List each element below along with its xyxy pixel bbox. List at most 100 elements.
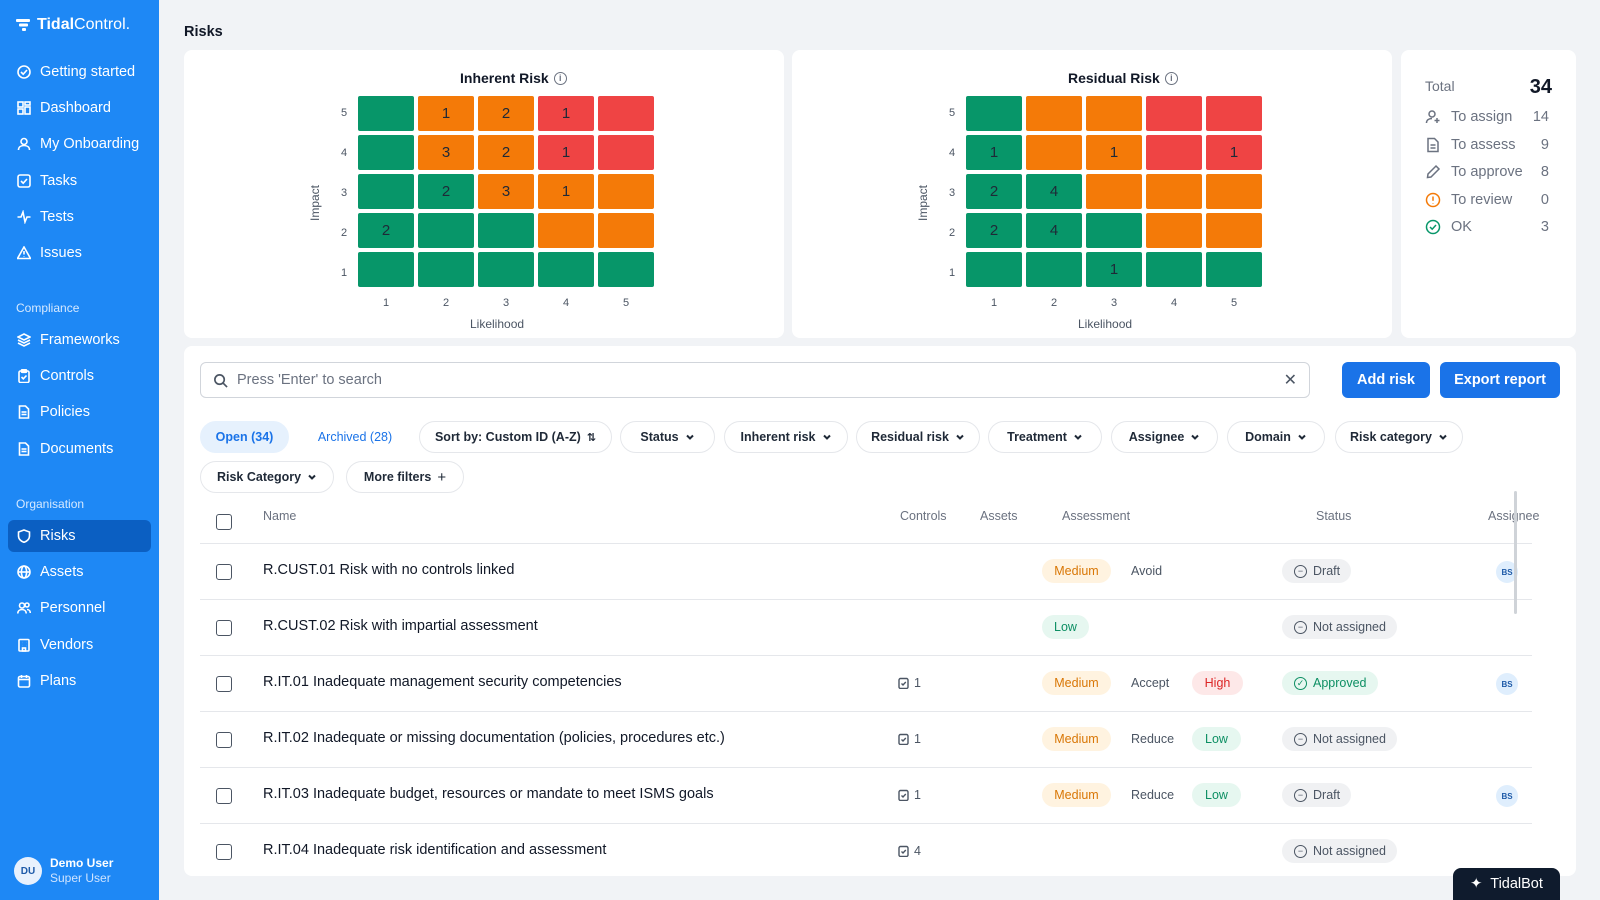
matrix-cell[interactable]: 1 — [1086, 252, 1142, 287]
sidebar-item-vendors[interactable]: Vendors — [8, 629, 151, 661]
sidebar-item-dashboard[interactable]: Dashboard — [8, 92, 151, 124]
filter-treatment-dropdown[interactable]: Treatment — [988, 421, 1102, 453]
table-row[interactable]: R.CUST.02 Risk with impartial assessment… — [200, 599, 1532, 654]
sidebar-item-frameworks[interactable]: Frameworks — [8, 324, 151, 356]
matrix-cell[interactable] — [418, 213, 474, 248]
add-risk-button[interactable]: Add risk — [1342, 362, 1430, 398]
search-input[interactable] — [237, 372, 1284, 388]
sidebar-item-controls[interactable]: Controls — [8, 360, 151, 392]
tidalbot-button[interactable]: ✦ TidalBot — [1453, 868, 1560, 900]
table-scrollbar[interactable] — [1514, 491, 1517, 614]
matrix-cell[interactable] — [538, 213, 594, 248]
matrix-cell[interactable]: 1 — [538, 96, 594, 131]
matrix-cell[interactable] — [478, 213, 534, 248]
matrix-cell[interactable] — [418, 252, 474, 287]
matrix-cell[interactable] — [1026, 96, 1082, 131]
matrix-cell[interactable] — [966, 252, 1022, 287]
matrix-cell[interactable]: 3 — [418, 135, 474, 170]
risk-name[interactable]: R.CUST.01 Risk with no controls linked — [263, 562, 515, 578]
export-report-button[interactable]: Export report — [1440, 362, 1560, 398]
total-row-ok[interactable]: OK 3 — [1425, 219, 1549, 235]
filter-residual-risk-dropdown[interactable]: Residual risk — [856, 421, 980, 453]
matrix-cell[interactable] — [1026, 135, 1082, 170]
sort-dropdown[interactable]: Sort by: Custom ID (A-Z) ⇅ — [419, 421, 612, 453]
sidebar-item-policies[interactable]: Policies — [8, 396, 151, 428]
matrix-cell[interactable]: 2 — [966, 174, 1022, 209]
risk-name[interactable]: R.IT.02 Inadequate or missing documentat… — [263, 730, 725, 746]
user-profile[interactable]: DU Demo User Super User — [14, 856, 113, 886]
matrix-cell[interactable] — [598, 252, 654, 287]
matrix-cell[interactable] — [358, 135, 414, 170]
column-header-status[interactable]: Status — [1316, 509, 1352, 523]
matrix-cell[interactable]: 1 — [418, 96, 474, 131]
logo[interactable]: TidalControl. — [16, 16, 130, 34]
table-row[interactable]: R.IT.04 Inadequate risk identification a… — [200, 823, 1532, 876]
sidebar-item-assets[interactable]: Assets — [8, 556, 151, 588]
matrix-cell[interactable]: 1 — [966, 135, 1022, 170]
total-row-to-assess[interactable]: To assess 9 — [1425, 137, 1549, 153]
matrix-cell[interactable] — [538, 252, 594, 287]
sidebar-item-personnel[interactable]: Personnel — [8, 592, 151, 624]
matrix-cell[interactable] — [478, 252, 534, 287]
matrix-cell[interactable]: 2 — [478, 135, 534, 170]
matrix-cell[interactable] — [1086, 174, 1142, 209]
matrix-cell[interactable] — [1086, 213, 1142, 248]
row-checkbox[interactable] — [216, 844, 232, 860]
tab-open[interactable]: Open (34) — [200, 421, 289, 453]
total-row-to-approve[interactable]: To approve 8 — [1425, 164, 1549, 180]
matrix-cell[interactable]: 2 — [478, 96, 534, 131]
matrix-cell[interactable] — [1026, 252, 1082, 287]
select-all-checkbox[interactable] — [216, 514, 232, 530]
risk-name[interactable]: R.IT.04 Inadequate risk identification a… — [263, 842, 607, 858]
row-checkbox[interactable] — [216, 788, 232, 804]
matrix-cell[interactable] — [1146, 135, 1202, 170]
assignee-avatar[interactable]: BS — [1496, 673, 1518, 695]
table-row[interactable]: R.IT.03 Inadequate budget, resources or … — [200, 767, 1532, 822]
matrix-cell[interactable]: 2 — [966, 213, 1022, 248]
more-filters-button[interactable]: More filters + — [346, 461, 464, 493]
assignee-avatar[interactable]: BS — [1496, 785, 1518, 807]
sidebar-item-risks[interactable]: Risks — [8, 520, 151, 552]
matrix-cell[interactable] — [358, 174, 414, 209]
filter-risk-category-dropdown[interactable]: Risk Category — [200, 461, 334, 493]
total-row-to-assign[interactable]: To assign 14 — [1425, 109, 1549, 125]
info-icon[interactable]: i — [553, 71, 567, 85]
matrix-cell[interactable] — [1206, 96, 1262, 131]
matrix-cell[interactable] — [598, 213, 654, 248]
matrix-cell[interactable]: 1 — [538, 135, 594, 170]
sidebar-item-plans[interactable]: Plans — [8, 665, 151, 697]
matrix-cell[interactable] — [598, 174, 654, 209]
table-row[interactable]: R.IT.02 Inadequate or missing documentat… — [200, 711, 1532, 766]
row-checkbox[interactable] — [216, 732, 232, 748]
risk-name[interactable]: R.IT.03 Inadequate budget, resources or … — [263, 786, 714, 802]
table-row[interactable]: R.CUST.01 Risk with no controls linked Me… — [200, 543, 1532, 598]
matrix-cell[interactable]: 4 — [1026, 174, 1082, 209]
matrix-cell[interactable] — [598, 96, 654, 131]
matrix-cell[interactable]: 3 — [478, 174, 534, 209]
filter-assignee-dropdown[interactable]: Assignee — [1111, 421, 1218, 453]
matrix-cell[interactable] — [1146, 96, 1202, 131]
assignee-avatar[interactable]: BS — [1496, 561, 1518, 583]
matrix-cell[interactable] — [358, 252, 414, 287]
matrix-cell[interactable]: 2 — [358, 213, 414, 248]
matrix-cell[interactable] — [1206, 174, 1262, 209]
sidebar-item-issues[interactable]: Issues — [8, 237, 151, 269]
row-checkbox[interactable] — [216, 676, 232, 692]
matrix-cell[interactable]: 4 — [1026, 213, 1082, 248]
sidebar-item-getting-started[interactable]: Getting started — [8, 56, 151, 88]
matrix-cell[interactable] — [1206, 213, 1262, 248]
row-checkbox[interactable] — [216, 564, 232, 580]
filter-status-dropdown[interactable]: Status — [620, 421, 715, 453]
table-row[interactable]: R.IT.01 Inadequate management security c… — [200, 655, 1532, 710]
column-header-name[interactable]: Name — [263, 509, 297, 523]
matrix-cell[interactable]: 1 — [1086, 135, 1142, 170]
clear-search-icon[interactable]: ✕ — [1283, 372, 1297, 389]
column-header-controls[interactable]: Controls — [900, 509, 947, 523]
risk-name[interactable]: R.IT.01 Inadequate management security c… — [263, 674, 622, 690]
sidebar-item-tasks[interactable]: Tasks — [8, 165, 151, 197]
column-header-assessment[interactable]: Assessment — [1062, 509, 1131, 523]
matrix-cell[interactable]: 2 — [418, 174, 474, 209]
filter-inherent-risk-dropdown[interactable]: Inherent risk — [724, 421, 848, 453]
matrix-cell[interactable] — [966, 96, 1022, 131]
row-checkbox[interactable] — [216, 620, 232, 636]
